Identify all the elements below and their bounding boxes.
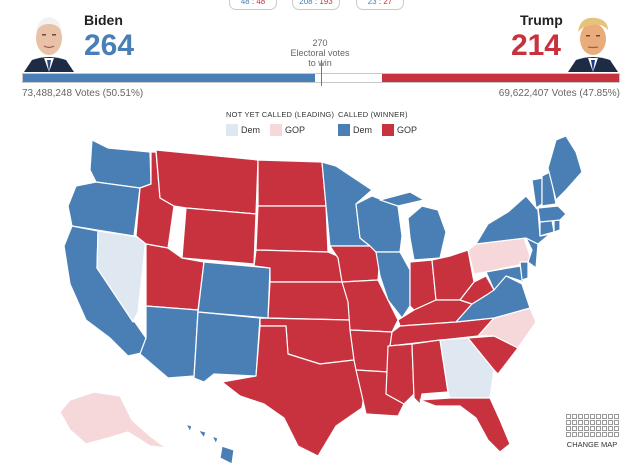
gop-ev-fill: [381, 74, 619, 82]
state-ar[interactable]: [349, 329, 393, 373]
dem-popular-votes: 73,488,248 Votes (50.51%): [22, 88, 144, 99]
state-wa[interactable]: [89, 139, 152, 189]
state-de[interactable]: [519, 261, 529, 281]
state-ct[interactable]: [539, 219, 555, 237]
state-nm[interactable]: [193, 311, 261, 383]
state-ri[interactable]: [553, 219, 561, 233]
house-count-pill[interactable]: 208 : 193: [292, 0, 340, 10]
governor-gop-count: 27: [383, 0, 393, 6]
senate-gop-count: 48: [256, 0, 266, 6]
state-hi[interactable]: [185, 423, 235, 465]
state-wy[interactable]: [181, 207, 257, 265]
state-ms[interactable]: [385, 343, 415, 405]
dem-ev-fill: [23, 74, 316, 82]
senate-dem-count: 48: [240, 0, 250, 6]
change-map-button[interactable]: CHANGE MAP: [556, 414, 628, 449]
state-nh[interactable]: [541, 171, 557, 207]
grid-map-icon: [556, 414, 628, 437]
legend-dem-called-label: Dem: [353, 125, 373, 135]
state-sd[interactable]: [255, 205, 329, 253]
legend-gop-called-swatch: [382, 124, 395, 136]
gop-candidate-name: Trump: [520, 12, 563, 28]
change-map-label: CHANGE MAP: [566, 440, 618, 449]
gop-electoral-votes: 214: [510, 29, 561, 62]
senate-separator: :: [251, 0, 255, 6]
biden-avatar: [22, 10, 76, 72]
state-mo[interactable]: [341, 279, 399, 333]
state-mt[interactable]: [155, 149, 259, 215]
legend-called-title: CALLED (WINNER): [338, 110, 408, 119]
state-nd[interactable]: [257, 159, 327, 207]
legend-called: CALLED (WINNER) Dem GOP: [338, 110, 427, 136]
state-vt[interactable]: [531, 177, 543, 209]
house-dem-count: 208: [299, 0, 313, 6]
state-ma[interactable]: [537, 205, 567, 223]
legend-gop-called-label: GOP: [397, 125, 418, 135]
legend-dem-called-swatch: [338, 124, 350, 136]
threshold-marker: [321, 60, 322, 86]
threshold-label: 270 Electoral votes to win: [270, 38, 370, 68]
dem-electoral-votes: 264: [84, 29, 135, 62]
state-me[interactable]: [547, 135, 583, 201]
state-ny[interactable]: [475, 195, 551, 245]
gop-popular-votes: 69,622,407 Votes (47.85%): [498, 88, 620, 99]
legend-dem-leading-swatch: [226, 124, 238, 136]
state-co[interactable]: [197, 261, 271, 319]
state-tx[interactable]: [221, 325, 367, 457]
governor-count-pill[interactable]: 23 : 27: [356, 0, 404, 10]
race-summary-pills: 48 : 48 208 : 193 23 : 27: [0, 0, 640, 10]
state-md[interactable]: [485, 265, 525, 291]
state-mi[interactable]: [379, 191, 447, 261]
threshold-line1: Electoral votes: [290, 48, 350, 58]
state-ks[interactable]: [267, 281, 351, 321]
house-gop-count: 193: [319, 0, 333, 6]
senate-count-pill[interactable]: 48 : 48: [229, 0, 277, 10]
legend-leading-title: NOT YET CALLED (LEADING): [226, 110, 335, 119]
threshold-value: 270: [312, 38, 328, 48]
trump-avatar: [566, 10, 620, 72]
dem-candidate-name: Biden: [84, 12, 123, 28]
governor-dem-count: 23: [367, 0, 377, 6]
legend-leading: NOT YET CALLED (LEADING) Dem GOP: [226, 110, 334, 136]
legend-dem-leading-label: Dem: [241, 125, 261, 135]
governor-separator: :: [378, 0, 382, 6]
state-fl[interactable]: [419, 397, 511, 453]
legend-gop-leading-swatch: [270, 124, 283, 136]
state-il[interactable]: [375, 251, 411, 319]
threshold-line2: to win: [308, 58, 332, 68]
electoral-vote-bar: [22, 60, 620, 86]
legend-gop-leading-label: GOP: [285, 125, 306, 135]
state-ak[interactable]: [59, 391, 167, 449]
house-separator: :: [314, 0, 318, 6]
state-az[interactable]: [139, 305, 199, 379]
